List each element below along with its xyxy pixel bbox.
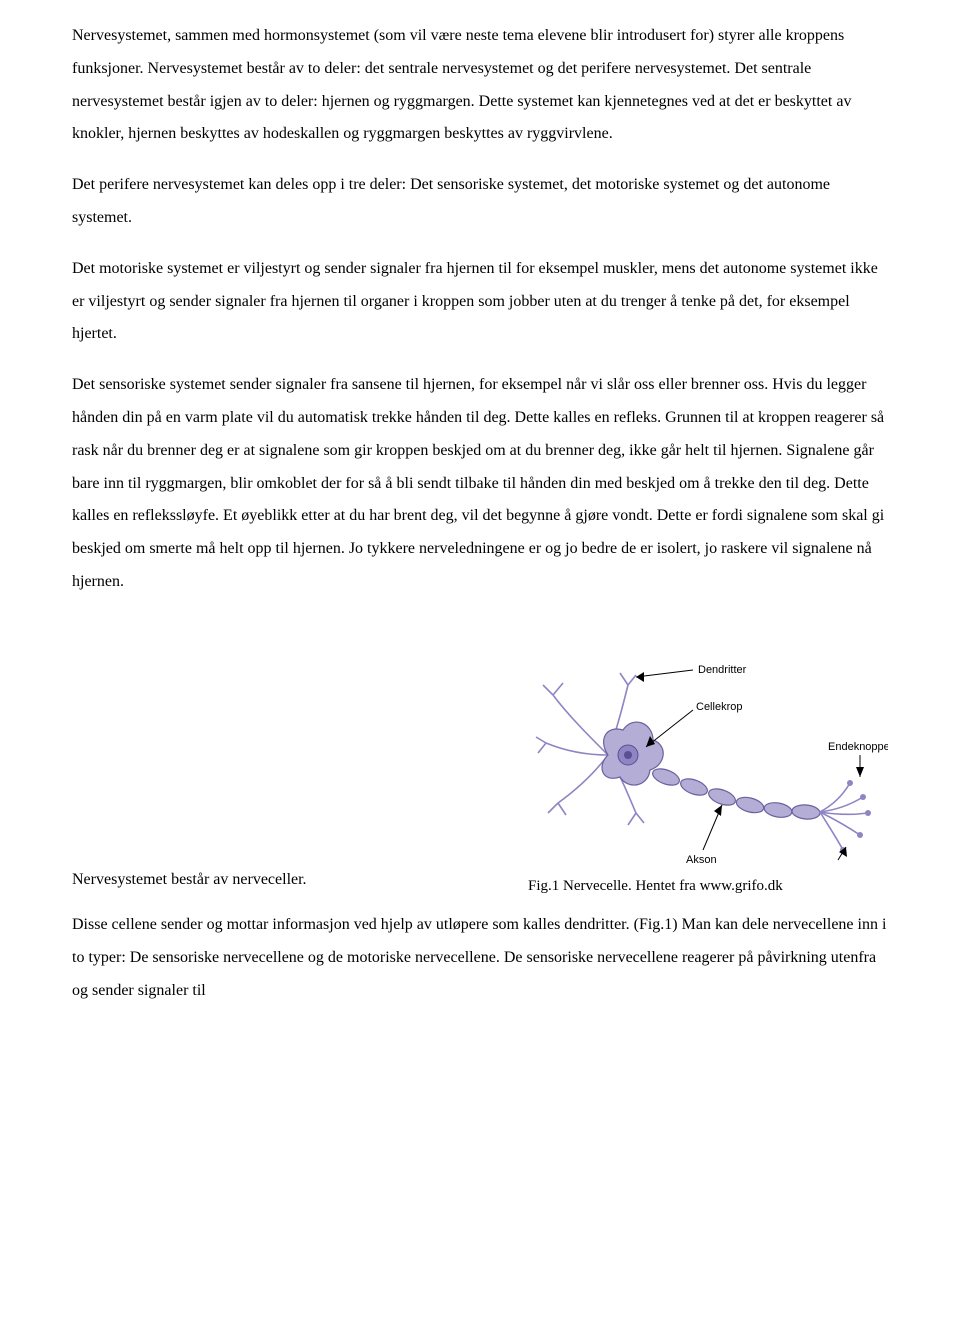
paragraph-5: Disse cellene sender og mottar informasj… bbox=[72, 909, 888, 1007]
neuron-diagram-icon: Dendritter Cellekrop Endeknopper Akson bbox=[528, 655, 888, 875]
label-dendritter: Dendritter bbox=[698, 664, 747, 676]
paragraph-4: Det sensoriske systemet sender signaler … bbox=[72, 369, 888, 599]
document-page: Nervesystemet, sammen med hormonsystemet… bbox=[0, 0, 960, 1066]
label-akson: Akson bbox=[686, 854, 717, 866]
label-cellekropp: Cellekrop bbox=[696, 701, 742, 713]
figure-left-caption: Nervesystemet består av nerveceller. bbox=[72, 864, 528, 897]
paragraph-3: Det motoriske systemet er viljestyrt og … bbox=[72, 253, 888, 351]
paragraph-1: Nervesystemet, sammen med hormonsystemet… bbox=[72, 20, 888, 151]
paragraph-2: Det perifere nervesystemet kan deles opp… bbox=[72, 169, 888, 235]
figure-row: Nervesystemet består av nerveceller. bbox=[72, 655, 888, 898]
figure-right-caption: Fig.1 Nervecelle. Hentet fra www.grifo.d… bbox=[528, 875, 783, 898]
label-endeknopper: Endeknopper bbox=[828, 741, 888, 753]
figure-box: Dendritter Cellekrop Endeknopper Akson F… bbox=[528, 655, 888, 898]
